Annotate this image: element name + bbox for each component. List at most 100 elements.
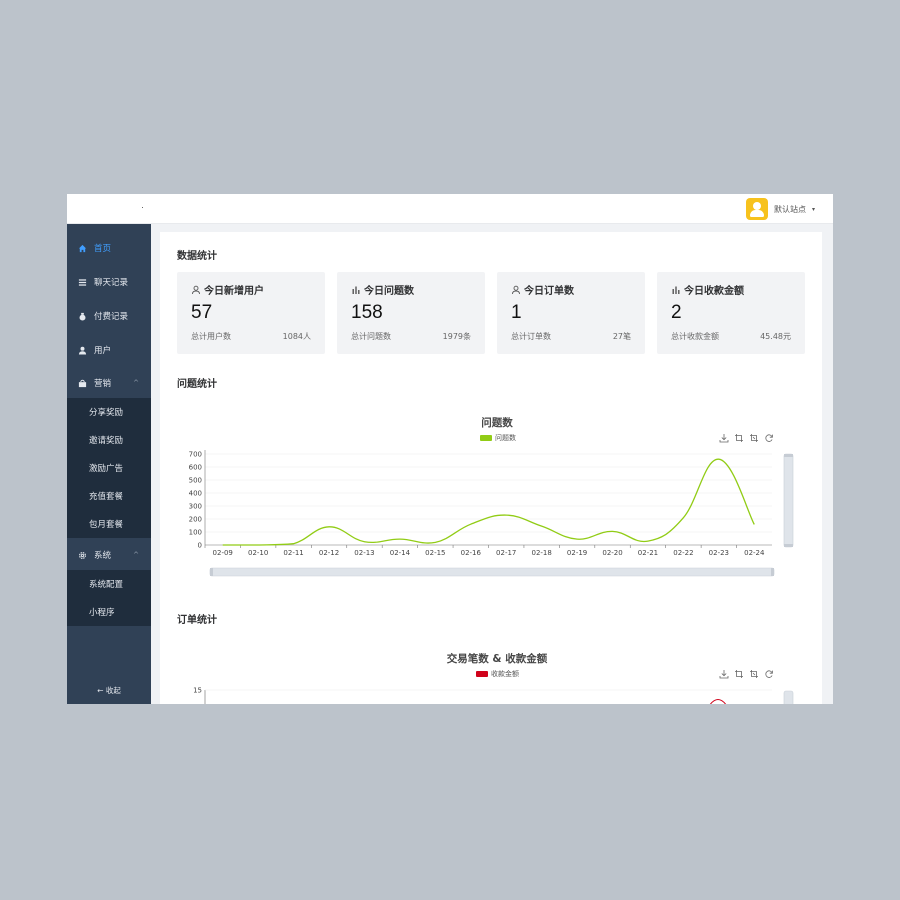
- sidebar-item-users[interactable]: 用户: [67, 335, 151, 365]
- sidebar-item-home[interactable]: 首页: [67, 233, 151, 263]
- chart-title: 交易笔数 & 收款金额: [446, 653, 548, 665]
- stat-card-sub-value: 27笔: [612, 332, 631, 341]
- refresh-icon[interactable]: [764, 669, 774, 679]
- sidebar-item-chat-records[interactable]: 聊天记录: [67, 267, 151, 297]
- sidebar-item-share-reward[interactable]: 分享奖励: [89, 408, 124, 418]
- chart-toolbox: [719, 433, 774, 443]
- x-tick-label: 02-21: [638, 549, 658, 557]
- x-tick-label: 02-16: [461, 549, 482, 557]
- stat-card-head: 今日新增用户: [191, 282, 264, 297]
- sidebar-item-label: 首页: [94, 244, 112, 254]
- sidebar-item-mini-program[interactable]: 小程序: [89, 608, 115, 618]
- y-tick-label: 100: [189, 529, 202, 537]
- dashboard-panel: 数据统计 今日新增用户 57 总计用户数 1084人 今日问题数: [160, 232, 822, 704]
- data-stats-title: 数据统计: [177, 251, 217, 262]
- stat-card-sub-label: 总计订单数: [511, 332, 551, 341]
- sidebar-item-label: 营销: [94, 379, 112, 389]
- chart-legend[interactable]: 收款金额: [476, 669, 519, 679]
- x-tick-label: 02-13: [354, 549, 374, 557]
- sidebar-item-invite-reward[interactable]: 邀请奖励: [89, 436, 124, 446]
- x-tick-label: 02-24: [744, 549, 765, 557]
- y-tick-label: 0: [198, 542, 202, 550]
- sidebar-item-label: 系统: [94, 551, 112, 561]
- stat-card-head: 今日问题数: [351, 282, 414, 297]
- stat-card-value: 2: [671, 302, 682, 323]
- legend-swatch: [476, 671, 488, 677]
- chart-toolbox: [719, 669, 774, 679]
- x-tick-label: 02-23: [709, 549, 729, 557]
- download-icon[interactable]: [719, 669, 729, 679]
- refresh-icon[interactable]: [764, 433, 774, 443]
- y-tick-label: 200: [189, 516, 202, 524]
- datazoom-vertical[interactable]: [783, 453, 794, 548]
- user-outline-icon: [191, 285, 201, 295]
- bar-chart-icon: [351, 285, 361, 295]
- datazoom-vertical[interactable]: [783, 690, 794, 704]
- gear-icon: [78, 551, 87, 560]
- stat-card-value: 1: [511, 302, 522, 323]
- zoom-reset-icon[interactable]: [749, 433, 759, 443]
- shop-bag-icon: [78, 379, 87, 388]
- sidebar-item-label: 用户: [94, 346, 112, 356]
- sidebar-item-system-config[interactable]: 系统配置: [89, 580, 124, 590]
- stat-card-questions: 今日问题数 158 总计问题数 1979条: [337, 272, 485, 354]
- x-axis: 02-09 02-10 02-11 02-12 02-13 02-14 02-15 02-16…: [204, 545, 765, 557]
- chart-legend[interactable]: 问题数: [480, 433, 516, 443]
- collapse-button[interactable]: ← 收起: [97, 686, 121, 695]
- sidebar-item-system[interactable]: 系统 ^: [67, 540, 151, 570]
- x-tick-label: 02-10: [248, 549, 268, 557]
- marketing-submenu: 分享奖励 邀请奖励 激励广告 充值套餐 包月套餐: [67, 398, 151, 538]
- question-stats-title: 问题统计: [177, 379, 217, 390]
- stat-card-title: 今日问题数: [364, 286, 414, 297]
- sidebar-item-reward-ads[interactable]: 激励广告: [89, 464, 124, 474]
- x-tick-label: 02-14: [390, 549, 411, 557]
- sidebar-item-payment-records[interactable]: 付费记录: [67, 301, 151, 331]
- y-tick-label: 600: [189, 464, 202, 472]
- app-window: 默认站点 ▾ 首页 聊天记录 付费记录 用户: [67, 194, 833, 704]
- series-line: [222, 458, 755, 546]
- y-tick-label: 700: [189, 451, 202, 459]
- site-switcher[interactable]: 默认站点 ▾: [745, 198, 815, 220]
- download-icon[interactable]: [719, 433, 729, 443]
- sidebar-item-monthly-plans[interactable]: 包月套餐: [89, 520, 124, 530]
- legend-label: 问题数: [495, 434, 516, 442]
- x-tick-label: 02-18: [531, 549, 551, 557]
- home-icon: [78, 244, 87, 253]
- chart-grid: [204, 450, 772, 546]
- x-tick-label: 02-09: [213, 549, 233, 557]
- chevron-up-icon: ^: [133, 551, 139, 559]
- stat-card-title: 今日收款金额: [684, 286, 744, 297]
- money-bag-icon: [78, 312, 87, 321]
- main-content: 数据统计 今日新增用户 57 总计用户数 1084人 今日问题数: [151, 224, 833, 704]
- x-tick-label: 02-17: [496, 549, 516, 557]
- x-tick-label: 02-22: [673, 549, 693, 557]
- x-tick-label: 02-19: [567, 549, 587, 557]
- y-tick-label: 400: [189, 490, 202, 498]
- stat-card-new-users: 今日新增用户 57 总计用户数 1084人: [177, 272, 325, 354]
- user-outline-icon: [511, 285, 521, 295]
- stat-card-sub-label: 总计用户数: [191, 332, 231, 341]
- stat-card-sub-value: 45.48元: [760, 332, 791, 341]
- stat-card-sub-label: 总计收款金额: [671, 332, 719, 341]
- stat-card-title: 今日新增用户: [204, 286, 264, 297]
- zoom-icon[interactable]: [734, 669, 744, 679]
- sidebar-item-label: 聊天记录: [94, 278, 129, 288]
- caret-down-icon: ▾: [811, 205, 815, 213]
- sidebar-item-recharge-plans[interactable]: 充值套餐: [89, 492, 124, 502]
- zoom-icon[interactable]: [734, 433, 744, 443]
- legend-swatch: [480, 435, 492, 441]
- y-axis: 0 100 200 300 400 500 600 700: [189, 451, 202, 550]
- x-tick-label: 02-11: [283, 549, 303, 557]
- legend-label: 收款金额: [491, 670, 519, 678]
- sidebar-item-label: 付费记录: [94, 312, 129, 322]
- zoom-reset-icon[interactable]: [749, 669, 759, 679]
- datazoom-horizontal[interactable]: [209, 567, 775, 577]
- chart-title: 问题数: [481, 417, 513, 429]
- y-tick-label: 300: [189, 503, 202, 511]
- bar-chart-icon: [671, 285, 681, 295]
- sidebar-item-marketing[interactable]: 营销 ^: [67, 368, 151, 398]
- avatar-head: [752, 202, 761, 210]
- site-name: 默认站点: [773, 204, 806, 214]
- stat-card-sub-label: 总计问题数: [351, 332, 391, 341]
